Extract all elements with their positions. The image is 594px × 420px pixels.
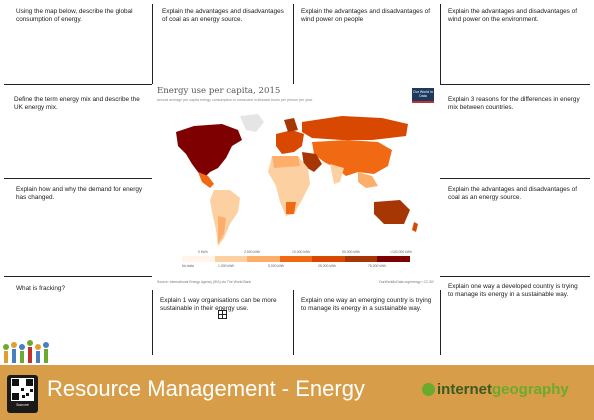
southern-africa-shape (286, 202, 296, 214)
page-title: Resource Management - Energy (47, 376, 365, 401)
question-emerging-country: Explain one way an emerging country is t… (301, 297, 432, 313)
australia-shape (374, 200, 410, 224)
legend-swatch (279, 256, 313, 262)
legend-swatch (214, 256, 248, 262)
question-developed-country: Explain one way a developed country is t… (448, 283, 578, 299)
legend-label: 50,000 kWh (342, 250, 361, 254)
question-energy-mix: Define the term energy mix and describe … (14, 96, 140, 112)
question-organisations-sustainable: Explain 1 way organisations can be more … (160, 297, 277, 313)
divider (293, 4, 294, 84)
people-energy-illustration (3, 340, 49, 363)
qr-caption: Scan me (16, 403, 29, 407)
mexico-shape (198, 172, 214, 188)
question-demand-change: Explain how and why the demand for energ… (16, 186, 143, 202)
legend-swatch (344, 256, 378, 262)
legend-swatch (377, 256, 411, 262)
new-zealand-shape (412, 222, 418, 232)
legend-label: 25,000 kWh (318, 264, 337, 268)
india-shape (330, 164, 344, 184)
map-source-url: OurWorldInData.org/energy • CC BY (378, 280, 434, 284)
map-title: Energy use per capita, 2015 (157, 86, 281, 96)
greenland-shape (240, 114, 264, 132)
owid-logo: Our World in Data (412, 88, 434, 103)
world-map (176, 114, 418, 246)
russia-shape (302, 116, 408, 140)
legend-label: 10,000 kWh (292, 250, 311, 254)
divider (152, 290, 153, 355)
legend-label: 1,000 kWh (218, 264, 235, 268)
energy-map-figure: Energy use per capita, 2015 Annual avera… (152, 84, 440, 290)
legend-swatch (312, 256, 345, 262)
question-wind-environment: Explain the advantages and disadvantages… (448, 8, 577, 24)
map-legend (182, 256, 411, 262)
divider (440, 178, 590, 179)
brand-text-internet: internet (437, 381, 493, 398)
asia-shape (312, 140, 392, 176)
north-america-shape (176, 124, 242, 178)
legend-label: No data (182, 264, 194, 268)
divider (152, 4, 153, 84)
qr-code[interactable]: Scan me (7, 375, 38, 413)
question-coal-advantages: Explain the advantages and disadvantages… (162, 8, 284, 24)
map-subtitle: Annual average per capita energy consump… (157, 98, 314, 102)
move-cursor-icon (218, 310, 227, 319)
legend-label: 75,000 kWh (368, 264, 387, 268)
footer-bar (0, 365, 594, 420)
question-fracking: What is fracking? (16, 285, 66, 292)
question-energy-mix-differences: Explain 3 reasons for the differences in… (448, 96, 580, 112)
brand-text-geography: geography (492, 381, 569, 398)
map-source: Source: International Energy Agency (IEA… (157, 280, 252, 284)
legend-swatch (182, 256, 215, 262)
legend-label: 0 kWh (198, 250, 208, 254)
legend-label: >100,000 kWh (390, 250, 412, 254)
brand-logo: internetgeography (437, 381, 569, 398)
legend-label: 2,500 kWh (244, 250, 261, 254)
divider (440, 4, 441, 84)
qr-code-icon (11, 378, 34, 401)
southeast-asia-shape (358, 172, 378, 188)
question-wind-people: Explain the advantages and disadvantages… (301, 8, 430, 24)
south-america-south-shape (218, 216, 226, 244)
africa-shape (268, 156, 310, 216)
scandinavia-shape (284, 118, 298, 132)
europe-shape (276, 130, 304, 154)
north-africa-shape (272, 156, 300, 168)
globe-icon (422, 383, 435, 396)
legend-label: 5,000 kWh (268, 264, 285, 268)
question-coal-source: Explain the advantages and disadvantages… (448, 186, 577, 202)
divider (4, 178, 152, 179)
divider (440, 290, 441, 355)
question-global-consumption: Using the map below, describe the global… (16, 8, 133, 24)
divider (293, 290, 294, 355)
legend-swatch (247, 256, 280, 262)
